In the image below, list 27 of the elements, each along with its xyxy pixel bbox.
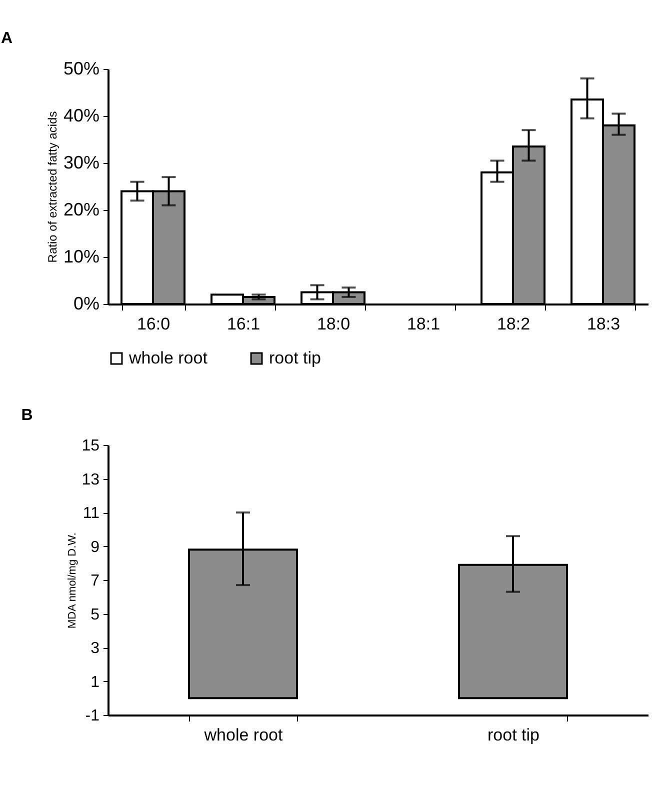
y-tick-label: 11 xyxy=(82,505,100,522)
y-tick-label: 0% xyxy=(73,294,100,314)
y-tick-label: 20% xyxy=(63,200,100,220)
y-tick-label: 30% xyxy=(63,152,100,172)
y-axis-title: Ratio of extracted fatty acids xyxy=(45,111,60,263)
x-tick-label: 18:1 xyxy=(406,314,440,334)
y-axis-title: MDA nmol/mg D.W. xyxy=(66,532,79,628)
y-tick-label: 15 xyxy=(82,438,100,454)
y-tick-label: 1 xyxy=(90,674,100,691)
y-tick-label: 9 xyxy=(90,538,100,556)
y-tick-label: 50% xyxy=(63,58,100,78)
y-tick-label: 3 xyxy=(90,640,100,657)
legend-label: root tip xyxy=(269,348,321,368)
chart-title: A xyxy=(0,30,13,47)
y-tick-label: 7 xyxy=(90,572,100,590)
x-tick-label: 18:2 xyxy=(496,314,530,334)
y-tick-label: 13 xyxy=(82,471,100,488)
y-tick-label: 10% xyxy=(63,246,100,266)
legend-label: whole root xyxy=(128,348,208,368)
x-tick-label: 18:0 xyxy=(316,314,350,334)
x-tick-label: 18:3 xyxy=(586,314,620,334)
y-tick-label: 40% xyxy=(63,106,100,126)
y-tick-label: 5 xyxy=(90,606,100,624)
x-tick-label: 16:0 xyxy=(136,314,170,334)
chart-title: B xyxy=(21,407,33,424)
y-tick-label: -1 xyxy=(85,708,100,724)
x-tick-label: 16:1 xyxy=(226,314,260,334)
